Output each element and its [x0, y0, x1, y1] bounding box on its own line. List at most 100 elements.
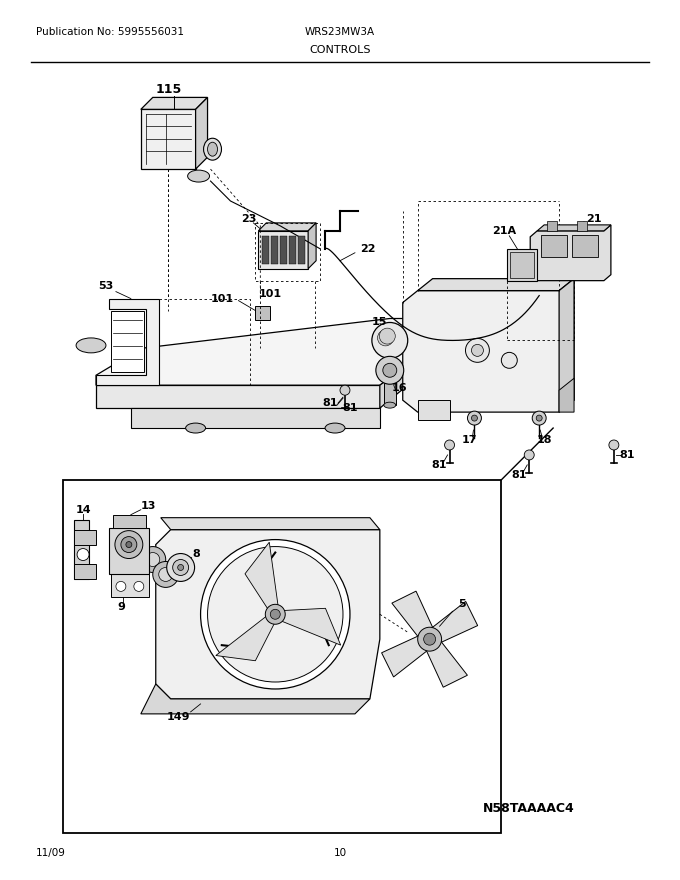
- Circle shape: [146, 553, 160, 567]
- Polygon shape: [113, 515, 146, 528]
- Polygon shape: [271, 236, 278, 264]
- Circle shape: [537, 415, 542, 421]
- Ellipse shape: [384, 402, 396, 408]
- Circle shape: [115, 531, 143, 559]
- Text: 8: 8: [192, 548, 201, 559]
- Polygon shape: [96, 319, 420, 385]
- Polygon shape: [111, 311, 143, 372]
- Text: 115: 115: [156, 83, 182, 96]
- Polygon shape: [280, 236, 287, 264]
- Polygon shape: [537, 225, 611, 231]
- Polygon shape: [196, 98, 207, 169]
- Text: 13: 13: [141, 501, 156, 510]
- Polygon shape: [559, 279, 574, 412]
- Polygon shape: [74, 530, 96, 545]
- Text: 101: 101: [211, 294, 234, 304]
- Text: 101: 101: [258, 289, 282, 298]
- Polygon shape: [256, 305, 270, 320]
- Text: 81: 81: [322, 398, 338, 408]
- Polygon shape: [392, 591, 436, 642]
- Polygon shape: [530, 225, 611, 281]
- Polygon shape: [384, 383, 396, 405]
- Circle shape: [609, 440, 619, 450]
- Circle shape: [77, 548, 89, 561]
- Polygon shape: [74, 520, 89, 579]
- Ellipse shape: [76, 338, 106, 353]
- Circle shape: [424, 634, 436, 645]
- Polygon shape: [258, 231, 308, 268]
- Circle shape: [445, 440, 454, 450]
- Polygon shape: [547, 221, 557, 231]
- Text: 5: 5: [458, 599, 465, 609]
- Text: WRS23MW3A: WRS23MW3A: [305, 26, 375, 37]
- Text: Publication No: 5995556031: Publication No: 5995556031: [36, 26, 184, 37]
- Circle shape: [201, 539, 350, 689]
- Polygon shape: [96, 298, 158, 385]
- Polygon shape: [289, 236, 296, 264]
- Ellipse shape: [325, 423, 345, 433]
- Text: CONTROLS: CONTROLS: [309, 45, 371, 55]
- Circle shape: [383, 363, 396, 378]
- Circle shape: [270, 609, 280, 620]
- Polygon shape: [559, 378, 574, 412]
- Polygon shape: [308, 223, 316, 268]
- Polygon shape: [424, 636, 467, 687]
- Text: 16: 16: [392, 383, 407, 393]
- Polygon shape: [131, 408, 380, 428]
- Circle shape: [524, 450, 534, 460]
- Text: 81: 81: [432, 460, 447, 470]
- Polygon shape: [381, 633, 432, 677]
- Circle shape: [134, 582, 143, 591]
- Circle shape: [116, 582, 126, 591]
- Polygon shape: [156, 530, 380, 699]
- Polygon shape: [510, 252, 534, 278]
- Text: 149: 149: [167, 712, 190, 722]
- Circle shape: [167, 554, 194, 582]
- Circle shape: [532, 411, 546, 425]
- Circle shape: [471, 344, 483, 356]
- Polygon shape: [141, 98, 207, 109]
- Text: 18: 18: [537, 435, 552, 445]
- Polygon shape: [418, 400, 449, 420]
- Circle shape: [379, 328, 395, 344]
- Polygon shape: [541, 235, 567, 257]
- Circle shape: [173, 560, 188, 576]
- Text: 23: 23: [241, 214, 256, 224]
- Circle shape: [207, 546, 343, 682]
- Polygon shape: [74, 564, 96, 579]
- Circle shape: [265, 605, 285, 624]
- Polygon shape: [216, 611, 277, 661]
- Text: 15: 15: [372, 318, 388, 327]
- Polygon shape: [403, 279, 574, 412]
- Polygon shape: [380, 356, 420, 408]
- Circle shape: [140, 546, 166, 573]
- Ellipse shape: [203, 138, 222, 160]
- Circle shape: [121, 537, 137, 553]
- Circle shape: [177, 564, 184, 570]
- Text: 21: 21: [586, 214, 602, 224]
- Circle shape: [158, 568, 173, 582]
- Polygon shape: [427, 601, 477, 645]
- Polygon shape: [298, 236, 305, 264]
- Circle shape: [501, 352, 517, 369]
- Polygon shape: [262, 236, 269, 264]
- Circle shape: [466, 339, 490, 363]
- Text: 10: 10: [333, 848, 347, 858]
- Ellipse shape: [186, 423, 205, 433]
- Polygon shape: [418, 279, 574, 290]
- Polygon shape: [273, 608, 341, 645]
- Polygon shape: [111, 575, 149, 598]
- Text: 21A: 21A: [492, 226, 516, 236]
- Text: 81: 81: [342, 403, 358, 413]
- Ellipse shape: [207, 143, 218, 156]
- Circle shape: [376, 356, 404, 385]
- Circle shape: [340, 385, 350, 395]
- Text: 81: 81: [511, 470, 527, 480]
- Text: 17: 17: [462, 435, 477, 445]
- Polygon shape: [507, 249, 537, 281]
- Polygon shape: [96, 385, 380, 408]
- Text: N58TAAAAC4: N58TAAAAC4: [483, 802, 575, 815]
- Text: 11/09: 11/09: [36, 848, 66, 858]
- Polygon shape: [577, 221, 587, 231]
- Circle shape: [471, 415, 477, 421]
